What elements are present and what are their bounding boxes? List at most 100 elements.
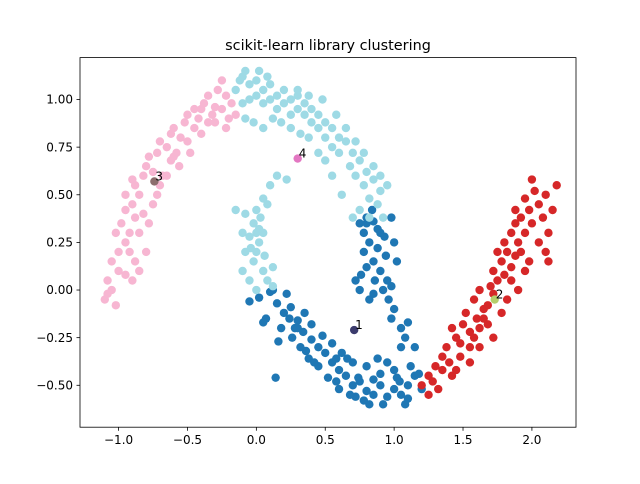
y-tick-label: 0.25 [46, 236, 73, 250]
data-point [245, 95, 254, 104]
data-point [268, 262, 278, 272]
data-point [424, 390, 433, 400]
centroid-marker [349, 325, 359, 335]
data-point [369, 161, 378, 171]
data-point [259, 266, 268, 276]
centroid-label: 2 [496, 288, 504, 302]
data-point [227, 99, 236, 108]
data-point [534, 200, 543, 209]
data-point [259, 99, 268, 108]
data-point [362, 362, 371, 371]
data-point [348, 381, 357, 390]
data-point [365, 295, 374, 304]
data-point [456, 352, 465, 361]
data-point [121, 238, 130, 247]
data-point [359, 148, 369, 158]
data-point [367, 205, 377, 215]
data-point [502, 295, 512, 304]
data-point [268, 282, 278, 291]
data-point [175, 161, 184, 171]
x-tick-label: 0.5 [316, 433, 335, 447]
data-point [301, 346, 311, 356]
data-point [254, 224, 264, 234]
data-point [128, 200, 137, 209]
data-point [327, 171, 337, 180]
data-point [254, 66, 264, 76]
data-point [210, 118, 220, 127]
data-point [321, 118, 330, 127]
data-point [548, 205, 557, 215]
data-point [271, 373, 280, 382]
data-point [245, 297, 254, 306]
data-point [148, 200, 158, 209]
data-point [141, 247, 151, 257]
data-point [276, 118, 286, 127]
data-point [359, 396, 369, 405]
data-point [483, 301, 493, 310]
data-point [231, 85, 240, 95]
data-point [245, 276, 254, 285]
data-point [469, 333, 479, 342]
points-layer [100, 66, 561, 409]
data-point [337, 348, 346, 358]
centroid-label: 4 [299, 147, 307, 161]
y-tick-label: −0.50 [36, 378, 73, 392]
data-point [169, 152, 178, 161]
data-point [465, 358, 475, 367]
data-point [307, 118, 316, 127]
data-point [272, 91, 282, 100]
data-point [442, 342, 451, 352]
data-point [274, 337, 283, 346]
data-point [389, 304, 399, 314]
data-point [434, 384, 443, 394]
data-point [355, 285, 364, 295]
data-point [351, 171, 360, 180]
data-point [282, 289, 291, 299]
data-point [524, 205, 534, 215]
data-point [370, 276, 380, 285]
data-point [387, 314, 396, 323]
data-point [279, 99, 289, 108]
data-point [321, 348, 330, 358]
data-point [252, 76, 261, 85]
data-point [472, 314, 481, 323]
data-point [334, 133, 344, 142]
data-point [130, 257, 140, 266]
data-point [148, 167, 158, 177]
data-point [483, 320, 493, 329]
data-point [359, 181, 369, 190]
data-point [254, 293, 264, 302]
data-point [365, 194, 374, 203]
data-point [369, 375, 378, 384]
data-point [527, 219, 537, 228]
data-point [241, 209, 250, 219]
data-point [502, 247, 512, 257]
data-point [114, 247, 123, 257]
data-point [241, 66, 250, 76]
data-point [334, 148, 344, 158]
data-point [400, 333, 410, 342]
data-point [318, 95, 327, 104]
data-point [272, 104, 282, 114]
data-point [208, 110, 217, 119]
data-point [293, 85, 302, 95]
data-point [293, 316, 302, 325]
x-tick-label: 1.5 [453, 433, 472, 447]
data-point [260, 251, 269, 260]
data-point [359, 228, 369, 238]
data-point [362, 386, 371, 396]
data-point [513, 238, 523, 247]
data-point [318, 331, 327, 340]
data-point [380, 232, 389, 241]
data-point [362, 167, 371, 177]
data-point [356, 270, 366, 279]
data-point [224, 114, 233, 123]
data-point [516, 247, 526, 257]
data-point [300, 99, 309, 108]
data-point [392, 257, 402, 266]
data-point [128, 276, 137, 285]
data-point [373, 354, 382, 363]
data-point [169, 123, 178, 133]
data-point [217, 76, 227, 85]
